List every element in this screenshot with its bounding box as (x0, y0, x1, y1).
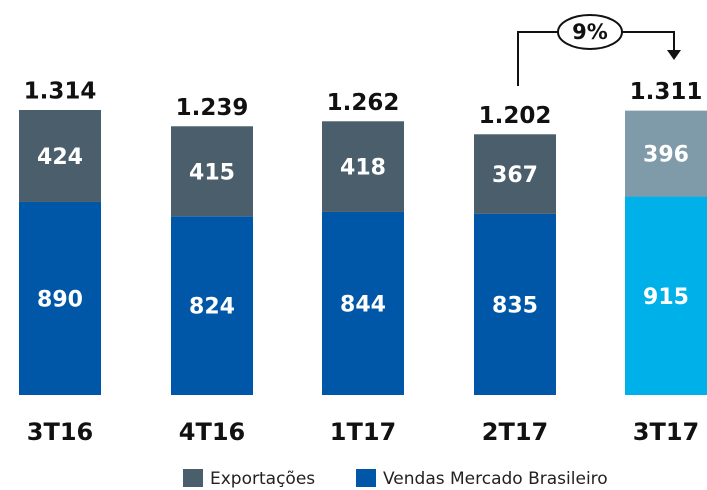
x-tick-label: 4T16 (179, 418, 245, 446)
annotation-line (622, 31, 675, 52)
segment-label: 890 (37, 287, 83, 312)
segment-label: 824 (189, 295, 235, 320)
legend-label: Vendas Mercado Brasileiro (383, 469, 608, 489)
annotation-arrow (667, 50, 681, 60)
bar-segment (474, 213, 556, 395)
total-label: 1.262 (327, 90, 400, 116)
annotation-text: 9% (572, 20, 608, 44)
growth-annotation: 9% (517, 14, 681, 86)
total-label: 1.239 (176, 95, 249, 121)
annotation-line (517, 31, 558, 86)
x-tick-label: 2T17 (482, 418, 548, 446)
total-label: 1.314 (24, 79, 97, 105)
x-tick-label: 3T16 (27, 418, 93, 446)
legend-swatch (356, 469, 376, 487)
bar-segment (322, 211, 404, 395)
total-label: 1.202 (479, 103, 552, 129)
segment-label: 415 (189, 160, 235, 185)
total-label: 1.311 (630, 79, 703, 105)
segment-label: 396 (643, 143, 689, 168)
bar-segment (171, 126, 253, 217)
segment-label: 835 (492, 293, 538, 318)
bar-segment (19, 201, 101, 395)
legend-swatch (183, 469, 203, 487)
bar-segment (625, 110, 707, 197)
segment-label: 915 (643, 285, 689, 310)
segment-label: 367 (492, 163, 538, 188)
segment-label: 424 (37, 145, 83, 170)
x-tick-label: 3T17 (633, 418, 699, 446)
segment-label: 844 (340, 292, 386, 317)
bar-segment (474, 134, 556, 214)
legend-label: Exportações (210, 469, 315, 489)
annotation-bubble (557, 14, 623, 50)
x-tick-label: 1T17 (330, 418, 396, 446)
bar-segment (19, 110, 101, 202)
segment-label: 418 (340, 156, 386, 181)
bar-segment (322, 121, 404, 212)
bar-segment (625, 196, 707, 395)
bar-segment (171, 216, 253, 395)
